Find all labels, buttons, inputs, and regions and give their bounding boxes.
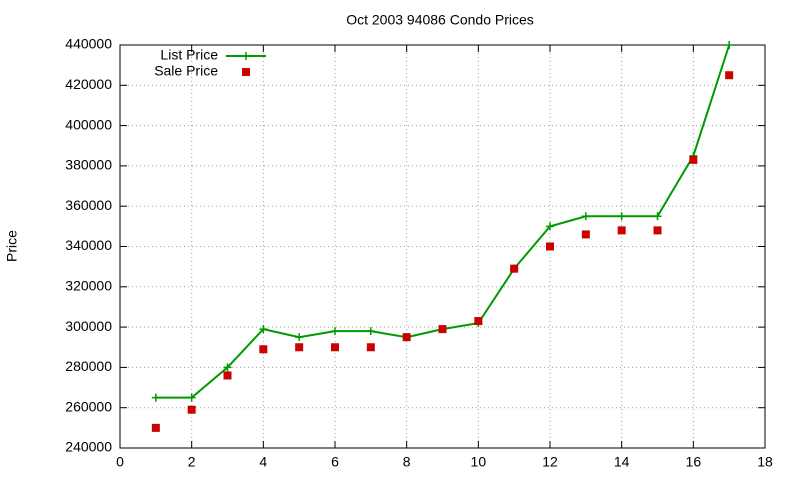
point-marker bbox=[402, 333, 411, 342]
legend-label: List Price bbox=[160, 47, 218, 63]
y-tick-label: 320000 bbox=[65, 278, 112, 294]
point-marker bbox=[259, 345, 268, 354]
y-tick-label: 360000 bbox=[65, 197, 112, 213]
legend-swatch bbox=[242, 68, 250, 76]
y-tick-label: 240000 bbox=[65, 439, 112, 455]
point-marker bbox=[653, 212, 662, 221]
x-tick-label: 14 bbox=[614, 454, 630, 470]
point-marker bbox=[187, 393, 196, 402]
legend-label: Sale Price bbox=[154, 63, 218, 79]
x-tick-label: 0 bbox=[116, 454, 124, 470]
series-line bbox=[155, 44, 731, 399]
point-marker bbox=[223, 371, 232, 380]
y-tick-label: 440000 bbox=[65, 36, 112, 52]
point-marker bbox=[474, 317, 483, 326]
point-marker bbox=[295, 343, 304, 352]
point-marker bbox=[617, 212, 626, 221]
point-marker bbox=[331, 343, 339, 352]
x-tick-label: 6 bbox=[331, 454, 339, 470]
y-tick-label: 380000 bbox=[65, 157, 112, 173]
x-tick-label: 12 bbox=[542, 454, 558, 470]
point-marker bbox=[438, 325, 447, 334]
y-axis-label: Price bbox=[4, 230, 20, 262]
x-tick-label: 8 bbox=[403, 454, 411, 470]
point-marker bbox=[581, 212, 590, 221]
point-marker bbox=[546, 222, 554, 231]
y-tick-label: 260000 bbox=[65, 398, 112, 414]
point-marker bbox=[689, 155, 698, 164]
y-tick-label: 280000 bbox=[65, 358, 112, 374]
y-tick-label: 340000 bbox=[65, 237, 112, 253]
point-marker bbox=[725, 41, 734, 49]
y-tick-label: 420000 bbox=[65, 76, 112, 92]
y-tick-label: 400000 bbox=[65, 116, 112, 132]
point-marker bbox=[151, 393, 160, 402]
point-marker bbox=[331, 327, 339, 336]
point-marker bbox=[295, 333, 304, 342]
x-tick-label: 2 bbox=[188, 454, 196, 470]
point-marker bbox=[581, 230, 590, 239]
point-marker bbox=[510, 264, 519, 273]
point-marker bbox=[366, 327, 375, 336]
point-marker bbox=[653, 226, 662, 235]
chart-title: Oct 2003 94086 Condo Prices bbox=[346, 12, 534, 28]
y-tick-label: 300000 bbox=[65, 318, 112, 334]
point-marker bbox=[187, 405, 196, 414]
point-marker bbox=[259, 325, 268, 334]
x-tick-label: 16 bbox=[686, 454, 702, 470]
x-tick-label: 10 bbox=[471, 454, 487, 470]
point-marker bbox=[366, 343, 375, 352]
point-marker bbox=[151, 423, 160, 432]
point-marker bbox=[617, 226, 626, 235]
point-marker bbox=[546, 242, 554, 251]
point-marker bbox=[223, 363, 232, 372]
x-tick-label: 4 bbox=[259, 454, 267, 470]
legend-swatch bbox=[242, 52, 250, 60]
point-marker bbox=[725, 71, 734, 80]
x-tick-label: 18 bbox=[757, 454, 773, 470]
